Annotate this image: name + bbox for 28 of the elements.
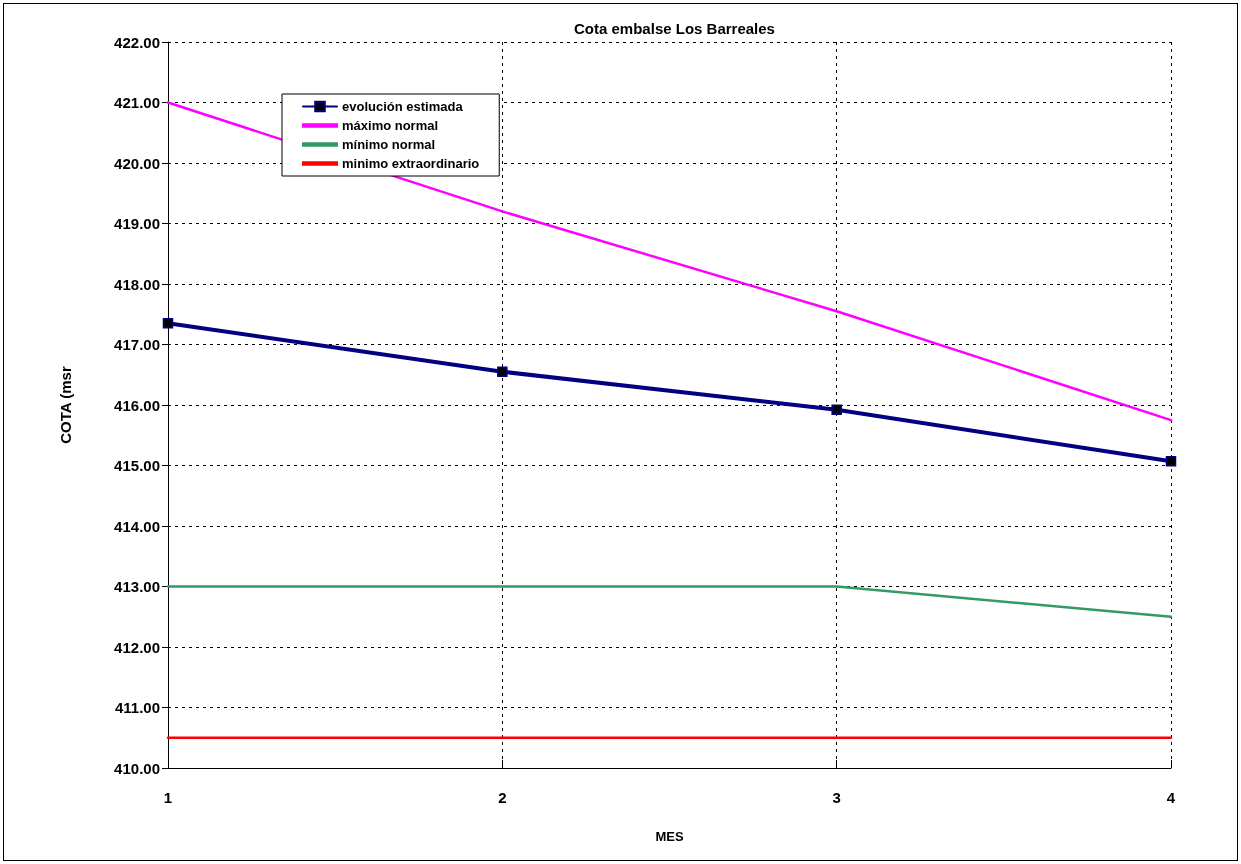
y-tick-label: 414.00 bbox=[114, 517, 160, 535]
y-tick-label: 422.00 bbox=[114, 33, 160, 51]
y-tick-label: 412.00 bbox=[114, 638, 160, 656]
x-tick-label: 4 bbox=[1166, 789, 1176, 806]
y-tick-label: 418.00 bbox=[114, 275, 160, 293]
point bbox=[1165, 456, 1177, 467]
legend-label: evolución estimada bbox=[342, 99, 464, 114]
y-tick-label: 415.00 bbox=[114, 457, 160, 474]
legend-label: mínimo normal bbox=[342, 137, 436, 152]
x-tick-label: 1 bbox=[163, 789, 173, 806]
legend-label: máximo normal bbox=[342, 118, 439, 133]
y-axis-title: COTA (msr bbox=[57, 366, 74, 444]
point bbox=[497, 366, 508, 377]
y-tick-label: 413.00 bbox=[114, 578, 160, 595]
y-tick-label: 411.00 bbox=[114, 699, 160, 716]
point bbox=[162, 318, 174, 329]
y-tick-label: 417.00 bbox=[114, 336, 160, 353]
y-tick-label: 421.00 bbox=[114, 94, 160, 111]
y-tick-label: 410.00 bbox=[114, 759, 160, 777]
y-tick-label: 419.00 bbox=[114, 215, 160, 232]
point bbox=[831, 404, 842, 416]
y-tick-label: 416.00 bbox=[114, 396, 160, 414]
chart-title: Cota embalse Los Barreales bbox=[574, 20, 775, 37]
legend-label: minimo extraordinario bbox=[342, 156, 480, 171]
y-tick-label: 420.00 bbox=[114, 154, 160, 172]
x-axis-title: MES bbox=[655, 829, 684, 844]
x-tick-label: 2 bbox=[498, 789, 507, 806]
x-tick-label: 3 bbox=[832, 789, 841, 806]
